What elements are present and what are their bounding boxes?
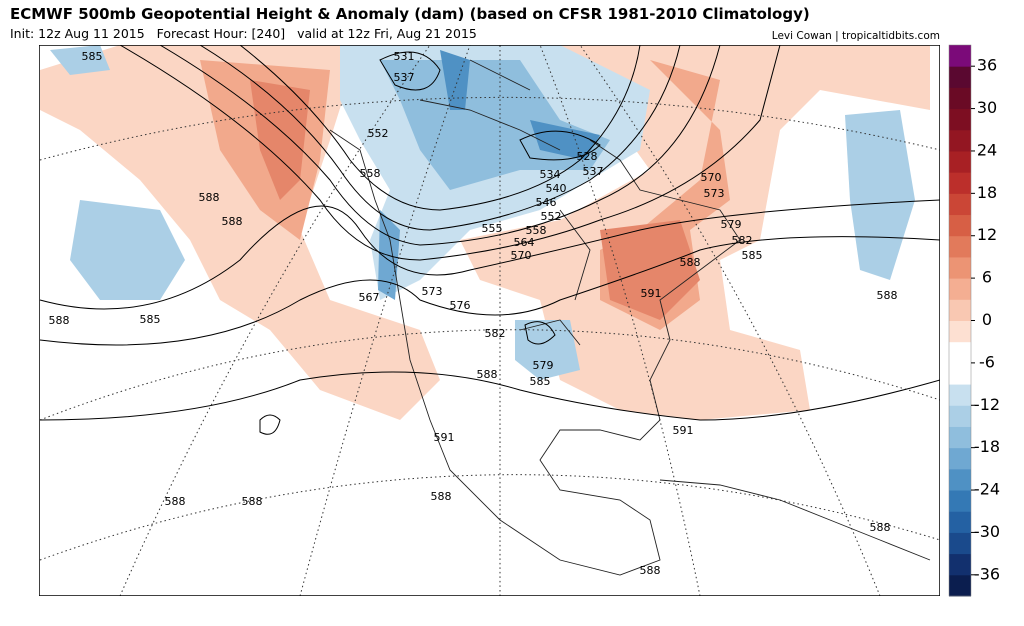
colorbar-tick-label: -6 <box>979 352 995 371</box>
colorbar-bin <box>949 172 971 194</box>
colorbar-bin <box>949 490 971 512</box>
contour-label: 531 <box>394 50 415 63</box>
colorbar-bin <box>949 150 971 173</box>
colorbar-bin <box>949 299 971 321</box>
contour-label: 588 <box>877 289 898 302</box>
colorbar-bin <box>949 108 971 131</box>
contour-label: 540 <box>546 182 567 195</box>
contour-label: 537 <box>394 71 415 84</box>
credit: Levi Cowan | tropicaltidbits.com <box>772 30 940 42</box>
contour-label: 588 <box>242 495 263 508</box>
contour-label: 591 <box>434 431 455 444</box>
colorbar-tick-label: -36 <box>974 564 1000 583</box>
contour-label: 558 <box>526 224 547 237</box>
contour-label: 588 <box>477 368 498 381</box>
contour-label: 585 <box>82 50 103 63</box>
contour-label: 579 <box>721 218 742 231</box>
colorbar-tick-label: -18 <box>974 437 1000 456</box>
contour-label: 585 <box>530 375 551 388</box>
colorbar-bin <box>949 574 971 597</box>
contour-label: 546 <box>536 196 557 209</box>
colorbar-bin <box>949 532 971 555</box>
colorbar-bin <box>949 193 971 216</box>
contour-label: 585 <box>742 249 763 262</box>
colorbar-bin <box>949 426 971 449</box>
contour-label: 591 <box>673 424 694 437</box>
colorbar-tick-label: 30 <box>977 98 997 117</box>
colorbar-bin <box>949 129 971 152</box>
colorbar-bin <box>949 45 971 67</box>
contour-label: 573 <box>422 285 443 298</box>
contour-label: 528 <box>577 150 598 163</box>
colorbar-bin <box>949 511 971 533</box>
contour-label: 558 <box>360 167 381 180</box>
colorbar-tick-label: 36 <box>977 56 997 75</box>
contour-label: 570 <box>511 249 532 262</box>
colorbar-bin <box>949 66 971 88</box>
colorbar-tick-label: 24 <box>977 140 997 159</box>
contour-label: 576 <box>450 299 471 312</box>
title: ECMWF 500mb Geopotential Height & Anomal… <box>10 5 810 23</box>
colorbar-tick-label: 18 <box>977 183 997 202</box>
contour-label: 588 <box>199 191 220 204</box>
contour-label: 555 <box>482 222 503 235</box>
contour-label: 534 <box>540 168 561 181</box>
colorbar-bin <box>949 278 971 300</box>
contour-label: 588 <box>870 521 891 534</box>
contour-label: 588 <box>165 495 186 508</box>
contour-label: 570 <box>701 171 722 184</box>
map <box>39 45 940 596</box>
contour-label: 588 <box>640 564 661 577</box>
colorbar-bin <box>949 384 971 406</box>
colorbar-tick-label: 12 <box>977 225 997 244</box>
contour-label: 588 <box>431 490 452 503</box>
contour-label: 552 <box>368 127 389 140</box>
contour-label: 564 <box>514 236 535 249</box>
contour-label: 573 <box>704 187 725 200</box>
contour-label: 585 <box>140 313 161 326</box>
colorbar-bin <box>949 87 971 110</box>
colorbar-tick-label: -24 <box>974 480 1000 499</box>
colorbar: 36 30 24 18 12 6 0 -6 -12 -18 -24 -30 -36 <box>948 44 1000 597</box>
colorbar-tick-label: -12 <box>974 395 1000 414</box>
colorbar-bin <box>949 235 971 258</box>
colorbar-tick-label: 0 <box>982 310 992 329</box>
colorbar-bin <box>949 320 971 343</box>
contour-label: 537 <box>583 165 604 178</box>
contour-label: 582 <box>485 327 506 340</box>
colorbar-bin <box>949 553 971 576</box>
subtitle: Init: 12z Aug 11 2015 Forecast Hour: [24… <box>10 26 477 41</box>
colorbar-bin <box>949 405 971 427</box>
colorbar-bin <box>949 447 971 470</box>
colorbar-bin <box>949 341 971 364</box>
colorbar-tick-label: -30 <box>974 522 1000 541</box>
contour-label: 588 <box>680 256 701 269</box>
contour-label: 588 <box>222 215 243 228</box>
contour-label: 582 <box>732 234 753 247</box>
colorbar-bin <box>949 214 971 237</box>
colorbar-bin <box>949 362 971 385</box>
contour-label: 588 <box>49 314 70 327</box>
contour-label: 567 <box>359 291 380 304</box>
contour-label: 591 <box>641 287 662 300</box>
contour-label: 552 <box>541 210 562 223</box>
colorbar-tick-label: 6 <box>982 268 992 287</box>
colorbar-bin <box>949 468 971 491</box>
colorbar-bin <box>949 256 971 279</box>
contour-label: 579 <box>533 359 554 372</box>
